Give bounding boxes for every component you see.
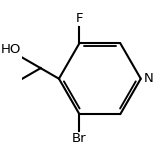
Text: Br: Br: [72, 132, 87, 145]
Text: N: N: [144, 72, 154, 85]
Text: HO: HO: [0, 43, 21, 56]
Text: F: F: [76, 12, 83, 25]
